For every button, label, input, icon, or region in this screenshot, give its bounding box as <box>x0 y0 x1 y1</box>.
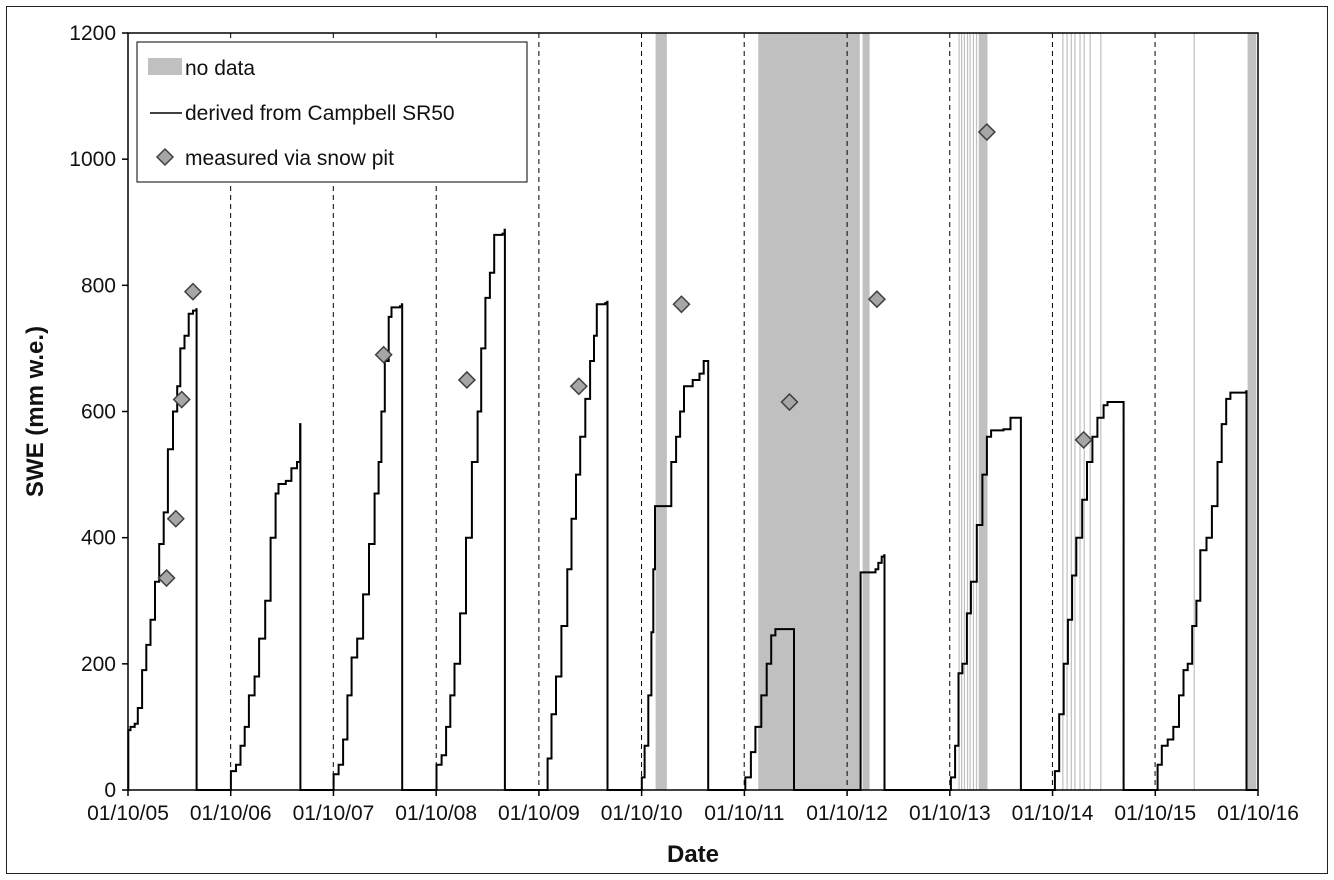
legend-label-line: derived from Campbell SR50 <box>185 102 455 125</box>
snow-pit-point <box>569 377 588 396</box>
snow-pit-point <box>780 392 799 412</box>
x-tick-label: 01/10/10 <box>601 802 683 825</box>
snow-pit-point <box>457 370 476 390</box>
snow-pit-point <box>977 122 996 142</box>
no-data-band <box>862 33 870 790</box>
no-data-band <box>966 33 969 790</box>
no-data-band <box>969 33 971 790</box>
no-data-band <box>963 33 966 790</box>
swe-series <box>127 228 1258 791</box>
x-axis-title: Date <box>667 841 719 868</box>
snow-pit-point <box>172 390 191 409</box>
x-tick-label: 01/10/09 <box>498 802 580 825</box>
x-tick-label: 01/10/08 <box>395 802 477 825</box>
no-data-band <box>1062 33 1064 790</box>
no-data-band <box>1193 33 1195 790</box>
snow-pit-point <box>672 295 691 314</box>
no-data-band <box>961 33 963 790</box>
y-tick-label: 1200 <box>69 22 116 45</box>
no-data-band <box>1247 33 1257 790</box>
no-data-band <box>1074 33 1076 790</box>
y-axis-title: SWE (mm w.e.) <box>22 326 49 497</box>
snow-pit-point <box>166 509 185 528</box>
no-data-band <box>655 33 667 790</box>
no-data-band <box>958 33 960 790</box>
no-data-band <box>1089 33 1091 790</box>
x-tick-label: 01/10/12 <box>806 802 888 825</box>
snow-pit-markers <box>157 122 1093 588</box>
no-data-band <box>1083 33 1085 790</box>
no-data-band <box>972 33 975 790</box>
x-tick-label: 01/10/11 <box>704 802 784 825</box>
no-data-band <box>1066 33 1068 790</box>
y-axis: 0 200 400 600 800 1000 1200 <box>69 22 128 802</box>
x-axis: 01/10/05 01/10/06 01/10/07 01/10/08 01/10/09… <box>87 790 1299 825</box>
y-tick-label: 800 <box>81 274 116 297</box>
snow-pit-point <box>374 345 393 364</box>
legend-label-markers: measured via snow pit <box>185 147 394 170</box>
x-tick-label: 01/10/14 <box>1012 802 1094 825</box>
y-tick-label: 200 <box>81 653 116 676</box>
no-data-band <box>1070 33 1072 790</box>
y-tick-label: 600 <box>81 401 116 424</box>
x-tick-label: 01/10/07 <box>293 802 375 825</box>
legend-label-no-data: no data <box>185 57 255 80</box>
no-data-band <box>975 33 978 790</box>
x-tick-label: 01/10/15 <box>1114 802 1196 825</box>
x-tick-label: 01/10/16 <box>1217 802 1299 825</box>
y-tick-label: 0 <box>104 779 116 802</box>
snow-pit-point <box>867 290 886 309</box>
no-data-band <box>1079 33 1081 790</box>
snow-pit-point <box>157 568 176 588</box>
legend-swatch-diamond-marker <box>155 147 175 167</box>
legend: no data derived from Campbell SR50 measu… <box>136 41 528 183</box>
snow-pit-point <box>183 282 203 301</box>
chart-frame <box>6 6 1328 874</box>
x-tick-label: 01/10/13 <box>909 802 991 825</box>
y-tick-label: 400 <box>81 527 116 550</box>
no-data-band <box>758 33 860 790</box>
swe-derived-line <box>127 228 1258 791</box>
x-tick-label: 01/10/06 <box>190 802 272 825</box>
no-data-bands <box>655 33 1257 790</box>
snow-pit-point <box>1074 430 1093 449</box>
legend-box <box>136 41 528 183</box>
no-data-band <box>978 33 988 790</box>
no-data-band <box>1100 33 1102 790</box>
legend-swatch-no-data <box>148 58 182 75</box>
y-tick-label: 1000 <box>69 148 116 171</box>
x-tick-label: 01/10/05 <box>87 802 169 825</box>
